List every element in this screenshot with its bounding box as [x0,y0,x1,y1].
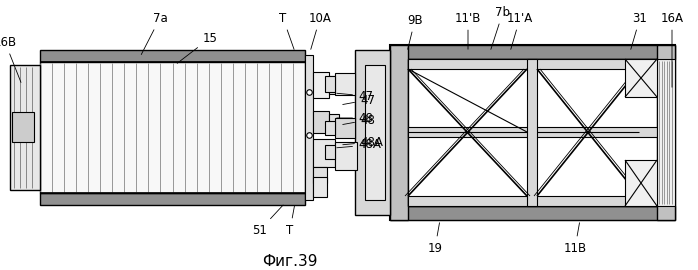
Text: T: T [286,206,295,237]
Bar [329,76,339,94]
Bar [390,45,675,220]
Bar [390,206,675,220]
Text: Фиг.39: Фиг.39 [262,255,318,269]
Text: 11'A: 11'A [507,12,533,49]
Bar [365,65,385,200]
Text: 16A: 16A [660,12,683,87]
Text: 48: 48 [336,112,373,124]
Text: 47: 47 [336,89,373,103]
Bar [408,59,657,69]
Text: T: T [279,12,294,49]
Text: 51: 51 [253,205,283,237]
Bar [40,62,305,193]
Bar [313,72,329,98]
Bar [625,160,657,206]
Bar [625,59,657,97]
Text: 11B: 11B [563,223,586,255]
Text: 10A: 10A [309,12,332,49]
Bar [390,45,675,59]
Text: 48A: 48A [336,139,381,151]
Bar [355,50,390,215]
Text: 9B: 9B [407,14,423,49]
Text: 7b: 7b [491,5,510,49]
Bar [408,59,657,206]
Bar [10,65,40,190]
Bar [313,167,327,183]
Bar [335,142,357,170]
Text: 48: 48 [343,113,375,127]
Bar [313,111,329,133]
Bar [12,112,34,142]
Bar [390,45,408,220]
Text: 7a: 7a [141,12,168,55]
Bar [408,127,657,137]
Bar [408,196,657,206]
Bar [329,114,339,130]
Bar [657,45,675,220]
Text: 31: 31 [631,12,648,49]
Bar [527,59,537,206]
Bar [325,145,335,159]
Bar [325,76,335,92]
Bar [325,121,335,135]
Bar [335,118,355,138]
Text: 19: 19 [427,223,443,255]
Text: 11'B: 11'B [455,12,481,49]
Text: 48A: 48A [343,136,383,148]
Text: 15: 15 [177,32,218,63]
Text: 16B: 16B [0,35,21,82]
Bar [335,73,355,95]
Bar [40,50,305,62]
Bar [305,55,313,200]
Text: 47: 47 [343,93,375,106]
Bar [40,193,305,205]
Bar [313,139,335,167]
Bar [313,177,327,197]
Bar [657,59,675,206]
